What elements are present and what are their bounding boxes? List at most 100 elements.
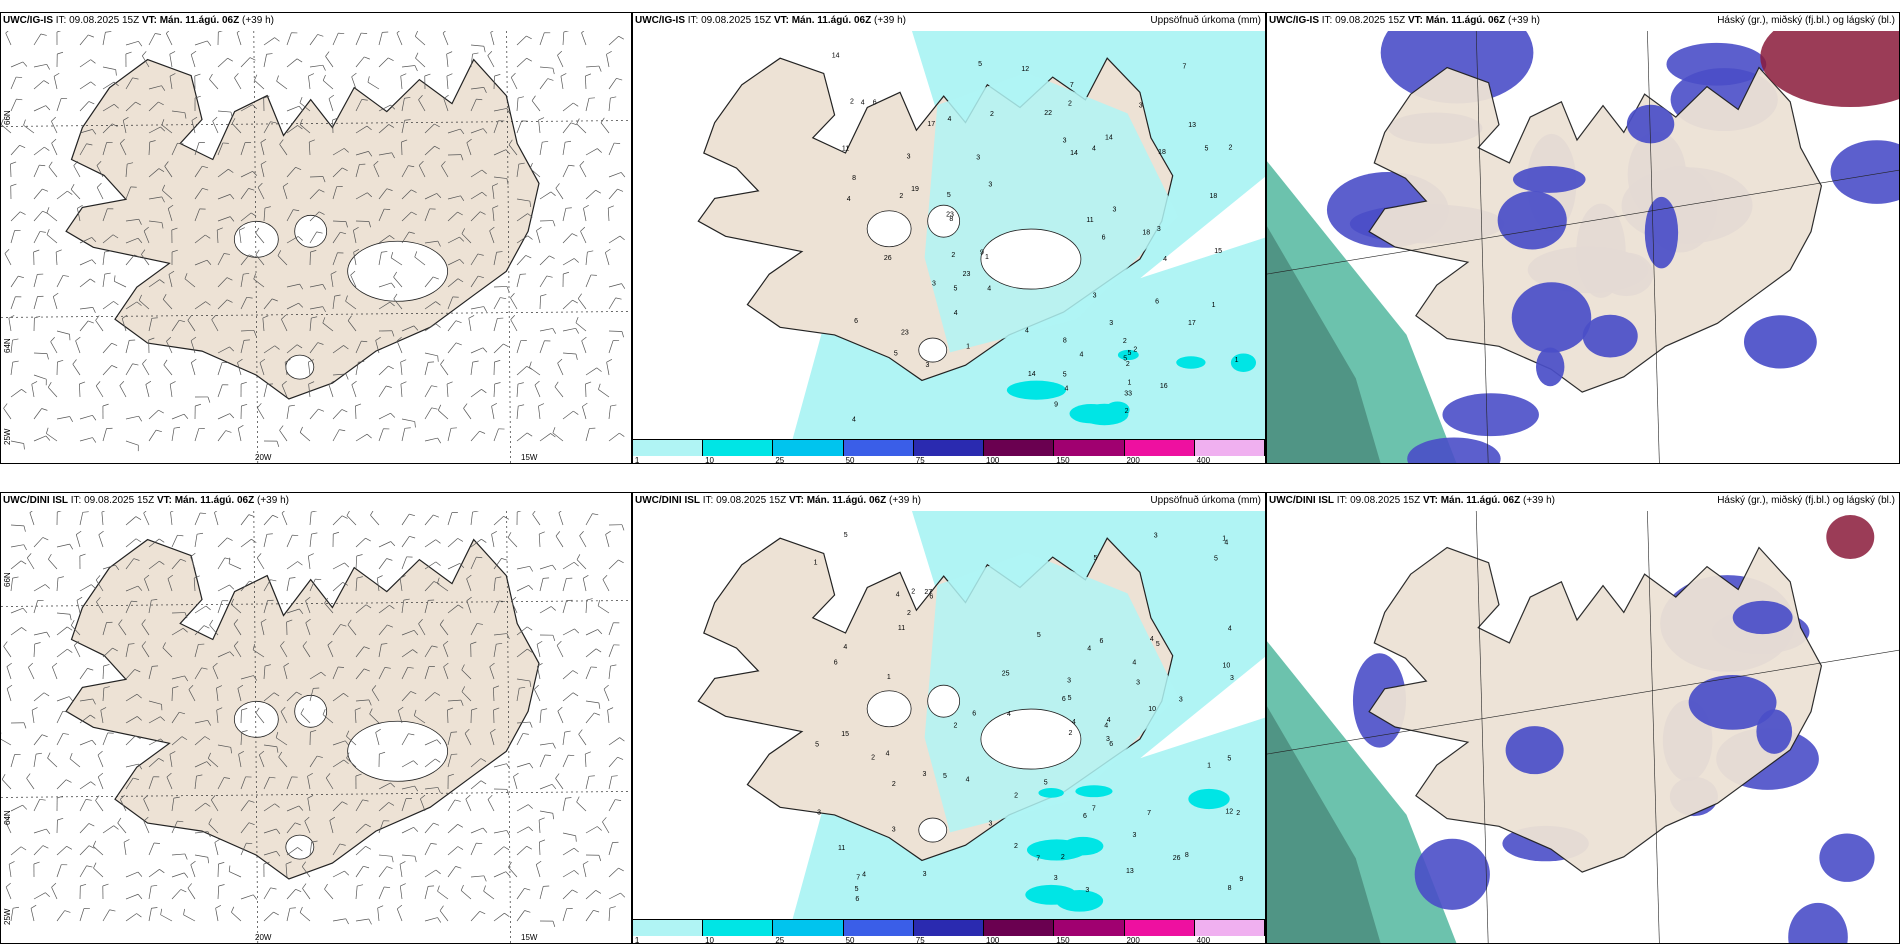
wind-barb xyxy=(217,216,235,222)
wind-barb xyxy=(79,584,96,592)
wind-barb xyxy=(125,716,142,724)
wind-barb xyxy=(263,298,278,310)
wind-barb xyxy=(102,403,109,420)
wind-barb xyxy=(309,729,317,746)
wind-barb xyxy=(413,709,426,724)
wind-barb xyxy=(375,336,381,354)
precip-value-label: 2 xyxy=(899,193,903,200)
wind-barb xyxy=(583,205,589,222)
precip-value-label: 17 xyxy=(1188,320,1196,327)
wind-barb xyxy=(580,226,587,244)
wind-barb xyxy=(302,883,311,900)
precip-value-label: 2 xyxy=(1014,843,1018,850)
wind-barb xyxy=(608,142,621,156)
precip-value-label: 4 xyxy=(987,285,991,292)
precip-value-label: 4 xyxy=(1079,351,1083,358)
precip-value-label: 8 xyxy=(1228,885,1232,892)
wind-barb xyxy=(276,75,288,90)
wind-barb xyxy=(562,692,579,702)
wind-barb xyxy=(447,296,459,310)
wind-barb xyxy=(424,885,435,900)
low-cloud-area xyxy=(1788,902,1848,943)
wind-barb xyxy=(123,839,130,856)
wind-barb xyxy=(33,188,49,200)
precip-value-label: 33 xyxy=(1124,391,1132,398)
wind-barb xyxy=(555,531,564,548)
precip-value-label: 2 xyxy=(951,252,955,259)
wind-barb xyxy=(240,104,257,112)
wind-barb xyxy=(585,367,602,376)
precip-value-label: 3 xyxy=(989,820,993,827)
wind-barb xyxy=(447,195,465,202)
wind-barb xyxy=(493,360,501,376)
wind-barb xyxy=(332,624,347,636)
wind-barb xyxy=(56,612,72,621)
precip-value-label: 12 xyxy=(1225,809,1233,816)
wind-barb xyxy=(102,664,110,680)
precip-value-label: 2 xyxy=(1236,810,1240,817)
wind-barb xyxy=(468,315,475,332)
wind-barb xyxy=(470,306,487,312)
wind-barb xyxy=(119,138,127,156)
wind-barb xyxy=(4,248,12,266)
wind-barb xyxy=(539,564,557,571)
wind-barb xyxy=(309,34,324,46)
panel-title: Háský (gr.), miðský (fj.bl.) og lágský (… xyxy=(1717,15,1895,26)
wind-barb xyxy=(309,532,318,548)
wind-barb xyxy=(52,292,59,310)
wind-barb xyxy=(539,606,556,614)
wind-barb xyxy=(53,72,60,90)
wind-barb xyxy=(1,732,12,746)
wind-barb xyxy=(286,619,293,636)
wind-barb xyxy=(171,853,188,860)
wind-barb xyxy=(492,685,500,702)
wind-barb xyxy=(10,560,27,570)
wind-barb xyxy=(102,123,118,134)
wind-barb xyxy=(516,35,532,46)
wind-barb xyxy=(516,565,534,572)
wind-barb xyxy=(516,340,527,354)
wind-barb xyxy=(8,861,15,878)
wind-barb xyxy=(162,294,173,310)
wind-barb xyxy=(309,231,323,244)
cloud-panel-top: UWC/IG-IS IT: 09.08.2025 15Z VT: Mán. 11… xyxy=(1266,12,1900,464)
wind-barb-map xyxy=(1,31,631,463)
wind-barb xyxy=(562,258,579,266)
precip-area-moderate xyxy=(1062,836,1104,856)
wind-barb xyxy=(378,604,395,614)
wind-barb xyxy=(148,738,166,746)
wind-barb xyxy=(470,191,487,200)
glacier xyxy=(927,204,961,238)
precip-value-label: 7 xyxy=(1036,856,1040,863)
wind-barb xyxy=(307,795,314,812)
wind-barb xyxy=(585,189,601,200)
wind-barb xyxy=(466,596,472,614)
graticule-lat xyxy=(1,311,631,318)
wind-barb xyxy=(332,562,350,570)
wind-barb xyxy=(424,599,435,614)
precip-value-label: 3 xyxy=(1133,832,1137,839)
wind-barb xyxy=(102,365,118,376)
wind-barb xyxy=(371,685,380,702)
wind-barb xyxy=(470,128,488,134)
wind-barb xyxy=(424,739,442,746)
wind-barb xyxy=(171,413,189,420)
precip-value-label: 3 xyxy=(1157,226,1161,233)
wind-barb xyxy=(332,148,349,156)
wind-barb xyxy=(102,647,118,658)
wind-barb xyxy=(329,816,336,834)
wind-barb xyxy=(79,143,93,156)
wind-barb xyxy=(160,908,173,922)
wind-barb xyxy=(143,816,150,834)
glacier xyxy=(980,228,1082,290)
wind-barb xyxy=(148,168,165,178)
low-cloud-area xyxy=(1819,833,1875,882)
wind-barb xyxy=(10,846,27,856)
wind-barb xyxy=(536,640,543,658)
colorbar-tick-label: 1 xyxy=(634,456,640,464)
wind-barb xyxy=(279,425,288,442)
wind-barb xyxy=(217,277,233,288)
wind-barb xyxy=(263,345,280,354)
wind-barb xyxy=(79,698,96,705)
wind-barb xyxy=(102,208,114,222)
